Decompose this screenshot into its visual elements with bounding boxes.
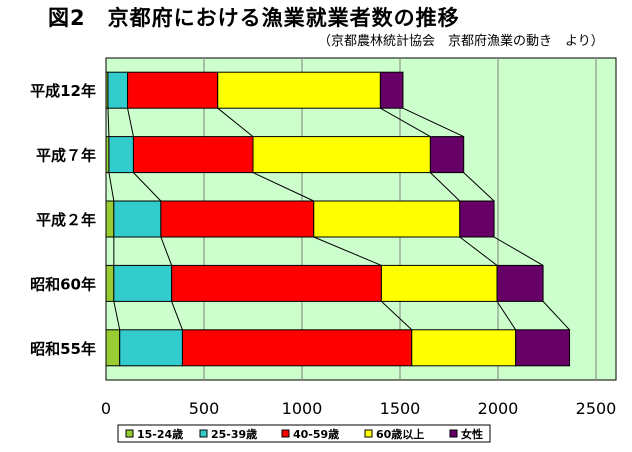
legend-swatch xyxy=(364,429,373,438)
bar-segment xyxy=(132,136,254,174)
series-line xyxy=(542,301,570,331)
series-line xyxy=(463,172,495,202)
x-tick-label: 1500 xyxy=(380,399,421,418)
series-line xyxy=(133,172,162,202)
bar-segment xyxy=(113,264,173,302)
bar-segment xyxy=(217,71,381,109)
category-label: 昭和55年 xyxy=(30,340,96,358)
series-line xyxy=(217,107,254,137)
legend-label: 女性 xyxy=(461,427,483,441)
series-line xyxy=(107,108,110,137)
series-line xyxy=(496,301,517,331)
legend-label: 15-24歳 xyxy=(137,427,183,441)
bar-segment xyxy=(379,71,404,109)
bar-segment xyxy=(181,329,413,367)
category-label: 平成12年 xyxy=(30,82,96,100)
legend: 15-24歳 25-39歳 40-59歳 60歳以上 女性 xyxy=(117,424,491,443)
bar-segment xyxy=(127,71,219,109)
chart-title: 図2 京都府における漁業就業者数の推移 xyxy=(48,6,460,30)
legend-label: 40-59歳 xyxy=(293,427,339,441)
x-tick-label: 1000 xyxy=(282,399,323,418)
series-line xyxy=(160,236,173,266)
series-line xyxy=(381,301,413,331)
series-line xyxy=(402,107,464,138)
series-line xyxy=(252,172,314,202)
bar-segment xyxy=(105,329,121,367)
series-line xyxy=(127,108,134,137)
series-line xyxy=(493,236,544,266)
x-tick-label: 0 xyxy=(101,399,111,418)
category-label: 平成７年 xyxy=(36,147,96,165)
legend-swatch xyxy=(125,429,134,438)
bar-segment xyxy=(411,329,517,367)
bar-segment xyxy=(429,136,465,174)
series-line xyxy=(380,107,431,138)
x-tick-label: 2000 xyxy=(478,399,519,418)
legend-swatch xyxy=(449,429,458,438)
bar-segment xyxy=(380,264,498,302)
series-line xyxy=(313,236,382,266)
x-tick-label: 2500 xyxy=(576,399,617,418)
bar-segment xyxy=(119,329,183,367)
series-line xyxy=(459,236,498,266)
bar-segment xyxy=(108,136,134,174)
x-tick-label: 500 xyxy=(189,399,220,418)
legend-label: 25-39歳 xyxy=(211,427,257,441)
bar-segment xyxy=(171,264,382,302)
bar-segment xyxy=(515,329,571,367)
legend-swatch xyxy=(281,429,290,438)
bar-segment xyxy=(105,264,115,302)
bar-segment xyxy=(459,200,495,238)
series-line xyxy=(171,301,183,330)
legend-box xyxy=(117,424,491,443)
bar-segment xyxy=(160,200,315,238)
category-label: 平成２年 xyxy=(36,211,96,229)
series-line xyxy=(108,172,115,202)
category-label: 昭和60年 xyxy=(30,275,96,293)
legend-swatch xyxy=(199,429,208,438)
chart-source: （京都農林統計協会 京都府漁業の動き より） xyxy=(318,34,604,49)
bar-segment xyxy=(107,71,129,109)
series-line xyxy=(113,301,121,330)
legend-label: 60歳以上 xyxy=(376,427,424,441)
bar-segment xyxy=(113,200,162,238)
bar-segment xyxy=(313,200,461,238)
bar-segment xyxy=(105,200,115,238)
series-line xyxy=(430,172,461,202)
bar-segment xyxy=(252,136,431,174)
bar-segment xyxy=(496,264,544,302)
